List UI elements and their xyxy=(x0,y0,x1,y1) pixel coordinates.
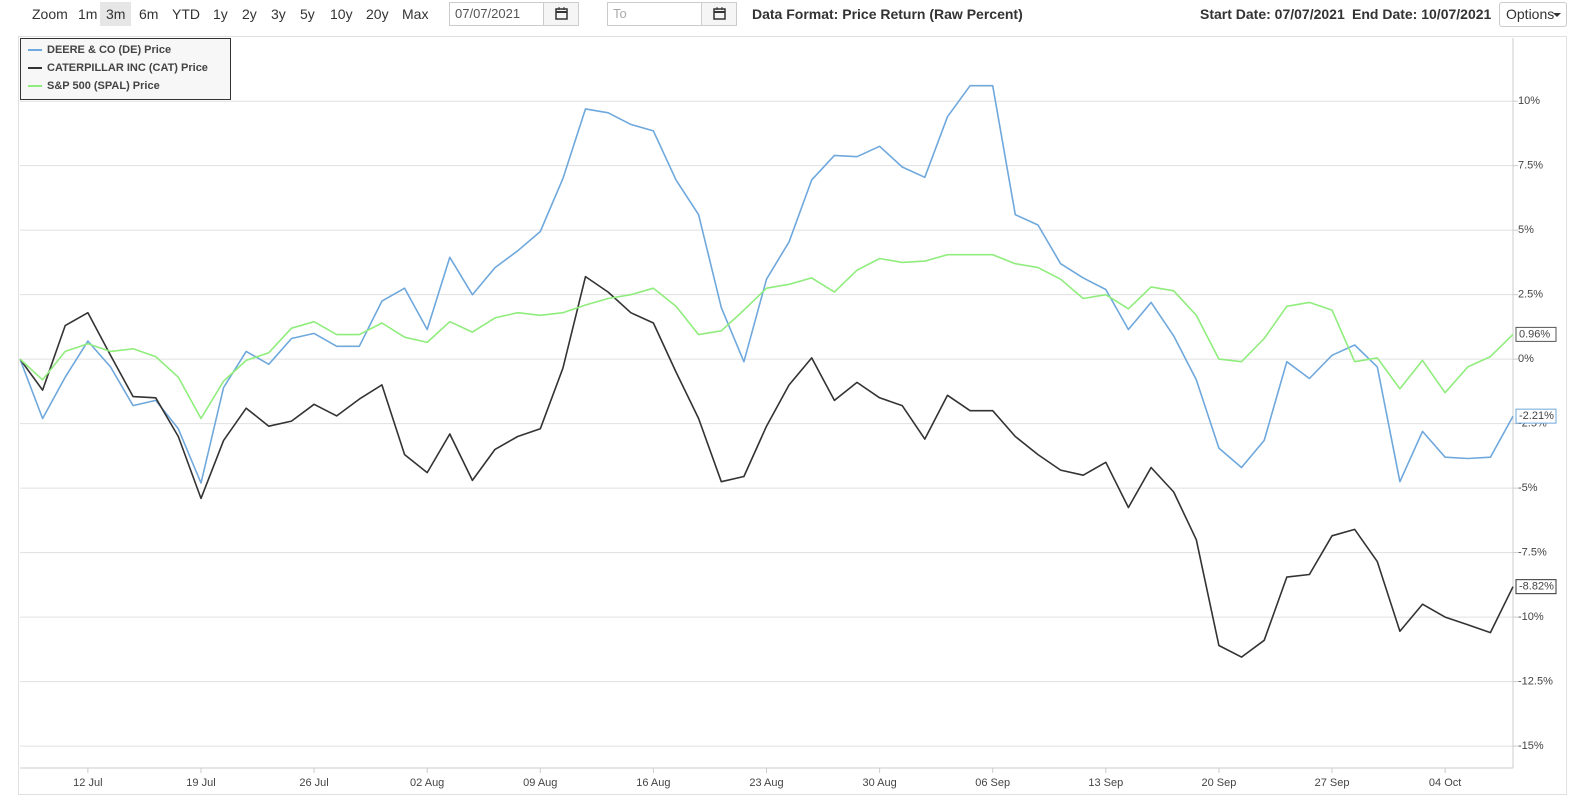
x-tick-label: 20 Sep xyxy=(1201,777,1236,789)
to-calendar-button[interactable] xyxy=(701,2,737,26)
x-tick-label: 09 Aug xyxy=(523,777,557,789)
y-tick-label: -15% xyxy=(1518,740,1544,752)
y-tick-label: -7.5% xyxy=(1518,547,1547,559)
x-tick-label: 26 Jul xyxy=(299,777,328,789)
legend-label: S&P 500 (SPAL) Price xyxy=(47,80,160,92)
zoom-button[interactable]: Max xyxy=(402,6,429,22)
end-label-box xyxy=(1515,579,1557,595)
legend-label: DEERE & CO (DE) Price xyxy=(47,44,171,56)
legend-box xyxy=(20,38,231,100)
legend: DEERE & CO (DE) Price CATERPILLAR INC (CA… xyxy=(20,38,231,100)
y-tick-label: 7.5% xyxy=(1518,160,1543,172)
x-tick-label: 16 Aug xyxy=(636,777,670,789)
end-label-box xyxy=(1515,408,1557,424)
y-tick-label: -10% xyxy=(1518,611,1544,623)
zoom-label: Zoom xyxy=(32,6,68,22)
plot-area: 10%7.5%5%2.5%0%-2.5%-5%-7.5%-10%-12.5%-1… xyxy=(19,38,1557,789)
zoom-button[interactable]: 3y xyxy=(271,6,286,22)
end-label: -2.21% xyxy=(1519,410,1554,422)
zoom-button[interactable]: 10y xyxy=(330,6,353,22)
zoom-button[interactable]: YTD xyxy=(172,6,200,22)
y-tick-label: 5% xyxy=(1518,224,1534,236)
zoom-button[interactable]: 3m xyxy=(100,2,132,26)
chart-frame xyxy=(18,36,1567,795)
x-tick-label: 06 Sep xyxy=(975,777,1010,789)
x-tick-label: 23 Aug xyxy=(749,777,783,789)
data-format: Data Format: Price Return (Raw Percent) xyxy=(752,6,1023,22)
zoom-button[interactable]: 1y xyxy=(213,6,228,22)
zoom-button[interactable]: 1m xyxy=(78,6,98,22)
legend-label: CATERPILLAR INC (CAT) Price xyxy=(47,62,208,74)
y-tick-label: 2.5% xyxy=(1518,289,1543,301)
start-date: Start Date: 07/07/2021 xyxy=(1200,6,1345,22)
y-tick-label: 10% xyxy=(1518,95,1540,107)
toolbar: Zoom 1m 3m 6m YTD 1y 2y 3y 5y 10y 20y Max 07/07/20… xyxy=(0,0,1571,30)
x-tick-label: 19 Jul xyxy=(186,777,215,789)
end-label: -8.82% xyxy=(1519,581,1554,593)
x-tick-label: 02 Aug xyxy=(410,777,444,789)
zoom-button[interactable]: 5y xyxy=(300,6,315,22)
y-tick-label: 0% xyxy=(1518,353,1534,365)
y-tick-label: -12.5% xyxy=(1518,675,1553,687)
end-label-box xyxy=(1515,326,1557,342)
x-tick-label: 12 Jul xyxy=(73,777,102,789)
series-line xyxy=(19,253,1514,420)
calendar-icon xyxy=(713,7,726,20)
x-tick-label: 13 Sep xyxy=(1088,777,1123,789)
calendar-icon xyxy=(555,7,568,20)
end-label: 0.96% xyxy=(1519,328,1550,340)
zoom-button[interactable]: 2y xyxy=(242,6,257,22)
x-tick-label: 30 Aug xyxy=(862,777,896,789)
from-calendar-button[interactable] xyxy=(543,2,579,26)
x-tick-label: 27 Sep xyxy=(1315,777,1350,789)
x-tick-label: 04 Oct xyxy=(1429,777,1461,789)
series-line xyxy=(19,275,1514,658)
series-line xyxy=(19,84,1514,484)
zoom-button[interactable]: 6m xyxy=(139,6,159,22)
options-button[interactable]: Options xyxy=(1499,2,1567,27)
y-tick-label: -5% xyxy=(1518,482,1538,494)
zoom-button[interactable]: 20y xyxy=(366,6,389,22)
end-date: End Date: 10/07/2021 xyxy=(1352,6,1492,22)
